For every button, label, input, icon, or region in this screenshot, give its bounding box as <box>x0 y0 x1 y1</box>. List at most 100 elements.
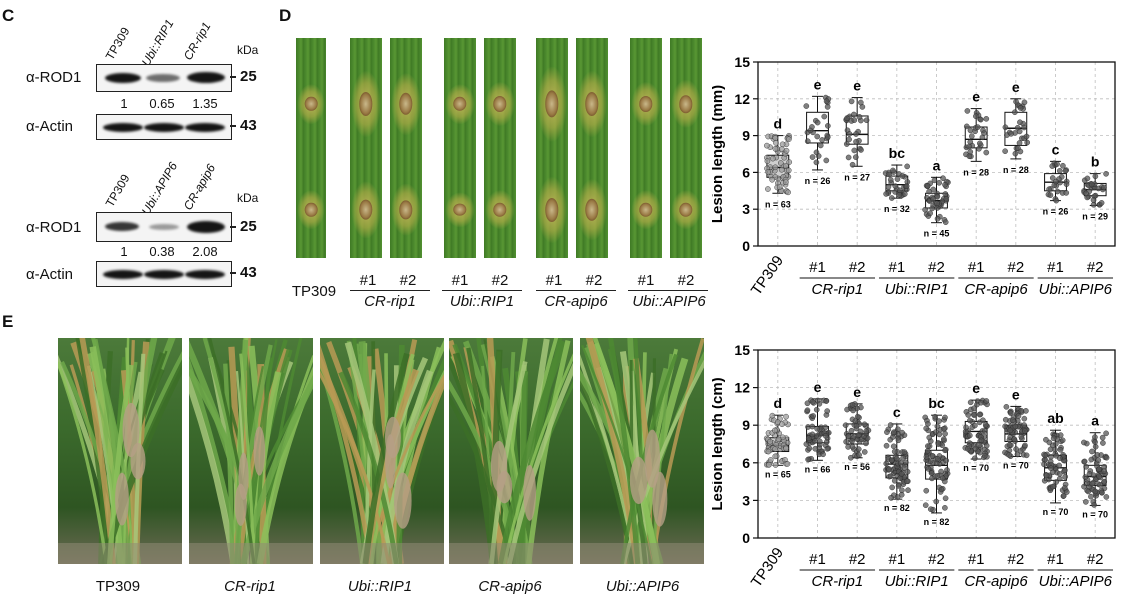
data-point <box>1053 479 1060 485</box>
data-point <box>883 442 890 449</box>
significance-letter: e <box>853 384 861 400</box>
data-point <box>848 427 855 434</box>
data-point <box>779 146 785 152</box>
data-point <box>1050 435 1057 442</box>
data-point <box>938 468 944 475</box>
significance-letter: e <box>1012 79 1020 95</box>
data-point <box>1103 454 1110 461</box>
data-point <box>899 487 905 494</box>
mw-marker: 25 <box>240 218 257 235</box>
genotype-label: CR-rip1 <box>224 578 276 595</box>
data-point <box>890 443 897 450</box>
quant-value: 1.35 <box>192 96 218 111</box>
data-point <box>965 446 971 452</box>
data-point <box>1006 442 1013 448</box>
data-point <box>1086 471 1093 477</box>
data-point <box>982 422 989 428</box>
group-label: CR-rip1 <box>811 573 863 590</box>
data-point <box>1017 448 1024 454</box>
antibody-label: α-Actin <box>26 118 74 135</box>
data-point <box>967 127 974 134</box>
data-point <box>904 163 910 170</box>
data-point <box>887 422 894 428</box>
data-point <box>773 140 779 146</box>
data-point <box>883 191 889 197</box>
data-point <box>967 399 974 406</box>
data-point <box>805 435 812 442</box>
genotype-label: Ubi::APIP6 <box>632 293 706 310</box>
data-point <box>845 433 852 440</box>
data-point <box>983 149 990 156</box>
data-point <box>783 413 789 420</box>
data-point <box>851 147 858 154</box>
data-point <box>1022 428 1028 434</box>
genotype-label: Ubi::RIP1 <box>347 578 413 595</box>
data-point <box>891 429 897 435</box>
mw-marker: 25 <box>240 68 257 85</box>
sample-size-label: n = 29 <box>1082 212 1108 222</box>
data-point <box>807 127 814 134</box>
data-point <box>1023 452 1030 459</box>
antibody-label: α-Actin <box>26 266 74 283</box>
data-point <box>1054 188 1061 195</box>
data-point <box>925 466 932 472</box>
data-point <box>1056 471 1063 477</box>
data-point <box>943 457 949 464</box>
data-point <box>1056 168 1063 174</box>
data-point <box>983 116 990 122</box>
data-point <box>942 447 948 454</box>
data-point <box>904 468 911 475</box>
data-point <box>1011 436 1018 443</box>
data-point <box>924 448 931 454</box>
data-point <box>942 181 948 188</box>
leaf-photo <box>536 38 568 258</box>
band <box>185 123 225 132</box>
data-point <box>823 98 830 105</box>
y-tick-label: 0 <box>742 238 750 254</box>
blot-strip-actin <box>96 261 232 287</box>
leaf-photo <box>350 38 382 258</box>
data-point <box>804 138 811 144</box>
sample-size-label: n = 70 <box>963 463 989 473</box>
data-point <box>932 413 938 420</box>
data-point <box>1063 181 1070 187</box>
lane-label: CR-apip6 <box>180 161 219 213</box>
band <box>103 270 143 279</box>
data-point <box>931 177 938 184</box>
data-point <box>965 412 972 418</box>
rep-label: #2 <box>491 272 509 289</box>
data-point <box>932 429 939 435</box>
data-point <box>814 133 821 140</box>
data-point <box>785 189 791 196</box>
data-point <box>861 449 868 455</box>
data-point <box>1023 133 1030 140</box>
data-point <box>1049 163 1056 169</box>
rep-label: #2 <box>677 272 695 289</box>
data-point <box>887 177 894 183</box>
y-tick-label: 12 <box>734 380 750 396</box>
data-point <box>1089 448 1095 455</box>
x-tick-label: #1 <box>888 551 905 568</box>
y-tick-label: 15 <box>734 54 750 70</box>
data-point <box>776 184 783 190</box>
data-point <box>890 167 896 174</box>
x-tick-label: TP309 <box>748 545 787 591</box>
significance-letter: c <box>893 404 901 420</box>
group-label: CR-apip6 <box>964 281 1028 298</box>
band <box>103 123 143 132</box>
data-point <box>848 454 854 461</box>
data-point <box>903 183 910 190</box>
significance-letter: e <box>972 89 980 105</box>
data-point <box>1062 473 1068 480</box>
significance-letter: e <box>853 78 861 94</box>
data-point <box>940 175 946 181</box>
leaf-photo <box>670 38 702 258</box>
data-point <box>1043 436 1049 443</box>
data-point <box>934 200 940 207</box>
data-point <box>1015 413 1022 419</box>
data-point <box>1008 131 1014 137</box>
data-point <box>933 498 940 505</box>
sample-size-label: n = 27 <box>844 172 870 182</box>
x-tick-label: #2 <box>849 259 866 276</box>
data-point <box>972 422 978 429</box>
